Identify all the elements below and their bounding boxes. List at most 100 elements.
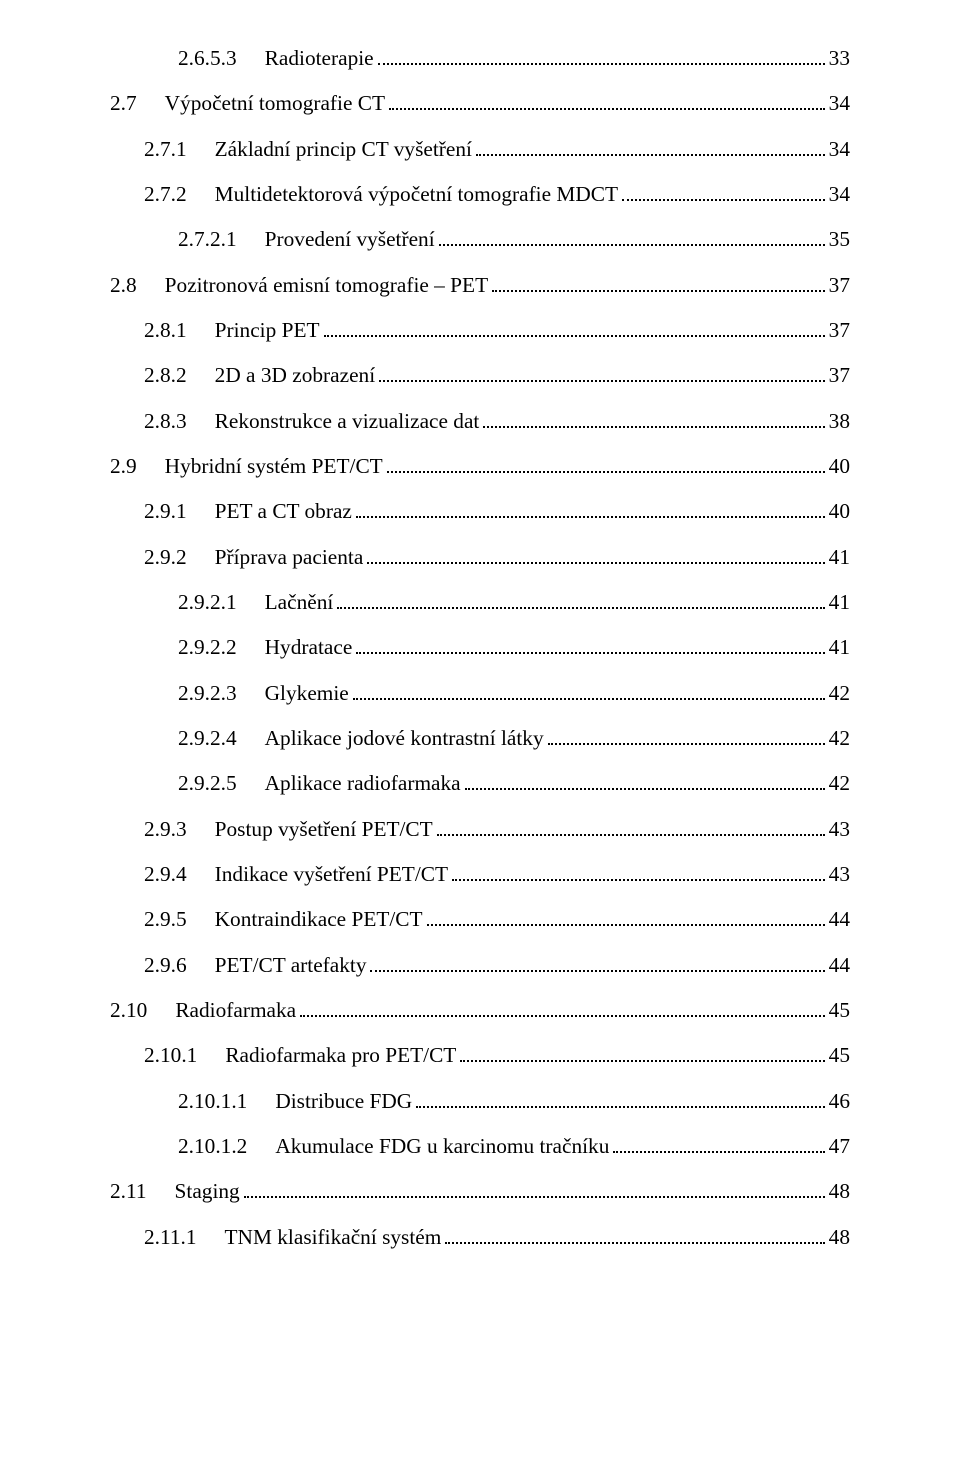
toc-entry-number: 2.7.2 [144, 184, 187, 205]
toc-entry-number: 2.11.1 [144, 1227, 197, 1248]
toc-entry-number: 2.10.1.2 [178, 1136, 247, 1157]
toc-entry-page: 34 [829, 93, 850, 114]
toc-entry-title: Radiofarmaka [175, 1000, 296, 1021]
toc-entry-number: 2.9.2.2 [178, 637, 237, 658]
toc-entry-page: 48 [829, 1227, 850, 1248]
toc-entry-number: 2.9.2 [144, 547, 187, 568]
toc-row: 2.11.1 TNM klasifikační systém 48 [110, 1227, 850, 1248]
toc-entry-number: 2.9 [110, 456, 137, 477]
toc-entry-number: 2.9.2.1 [178, 592, 237, 613]
toc-entry-number: 2.8.3 [144, 411, 187, 432]
toc-entry-title: Výpočetní tomografie CT [165, 93, 385, 114]
toc-entry-title: TNM klasifikační systém [225, 1227, 442, 1248]
toc-entry-page: 44 [829, 909, 850, 930]
toc-entry-page: 35 [829, 229, 850, 250]
toc-entry-page: 44 [829, 955, 850, 976]
toc-dot-leader [356, 505, 825, 519]
toc-dot-leader [460, 1049, 824, 1063]
toc-entry-page: 42 [829, 773, 850, 794]
toc-row: 2.8.1Princip PET37 [110, 320, 850, 341]
toc-entry-number: 2.8.2 [144, 365, 187, 386]
toc-row: 2.7.2 Multidetektorová výpočetní tomograf… [110, 184, 850, 205]
toc-entry-page: 42 [829, 728, 850, 749]
toc-entry-title: Postup vyšetření PET/CT [215, 819, 433, 840]
toc-dot-leader [445, 1230, 824, 1244]
toc-entry-page: 46 [829, 1091, 850, 1112]
toc-dot-leader [622, 187, 825, 201]
toc-entry-page: 45 [829, 1045, 850, 1066]
toc-entry-page: 43 [829, 864, 850, 885]
toc-row: 2.8.22D a 3D zobrazení37 [110, 365, 850, 386]
toc-row: 2.9.2Příprava pacienta41 [110, 547, 850, 568]
toc-dot-leader [370, 958, 824, 972]
toc-entry-title: Radioterapie [265, 48, 374, 69]
toc-entry-page: 40 [829, 501, 850, 522]
toc-entry-page: 37 [829, 275, 850, 296]
toc-entry-number: 2.7 [110, 93, 137, 114]
toc-entry-number: 2.9.2.5 [178, 773, 237, 794]
toc-dot-leader [416, 1094, 825, 1108]
toc-dot-leader [300, 1003, 825, 1017]
toc-entry-number: 2.8 [110, 275, 137, 296]
toc-entry-page: 47 [829, 1136, 850, 1157]
toc-entry-number: 2.10.1 [144, 1045, 197, 1066]
toc-entry-title: Provedení vyšetření [265, 229, 435, 250]
toc-entry-title: Staging [175, 1181, 240, 1202]
toc-row: 2.9.1 PET a CT obraz 40 [110, 501, 850, 522]
toc-entry-title: Hydratace [265, 637, 353, 658]
toc-row: 2.10.1 Radiofarmaka pro PET/CT 45 [110, 1045, 850, 1066]
toc-entry-title: Aplikace jodové kontrastní látky [265, 728, 544, 749]
toc-entry-title: Lačnění [265, 592, 334, 613]
toc-row: 2.9.2.1 Lačnění 41 [110, 592, 850, 613]
toc-row: 2.11Staging48 [110, 1181, 850, 1202]
toc-entry-page: 33 [829, 48, 850, 69]
toc-row: 2.10Radiofarmaka45 [110, 1000, 850, 1021]
toc-entry-title: Distribuce FDG [275, 1091, 412, 1112]
toc-dot-leader [389, 97, 825, 111]
toc-dot-leader [324, 323, 825, 337]
toc-entry-title: Aplikace radiofarmaka [265, 773, 461, 794]
toc-row: 2.8Pozitronová emisní tomografie – PET37 [110, 275, 850, 296]
toc-entry-page: 34 [829, 139, 850, 160]
toc-entry-page: 41 [829, 592, 850, 613]
toc-dot-leader [476, 142, 825, 156]
toc-dot-leader [387, 459, 825, 473]
toc-entry-page: 40 [829, 456, 850, 477]
toc-entry-number: 2.9.3 [144, 819, 187, 840]
toc-dot-leader [356, 641, 824, 655]
toc-dot-leader [353, 686, 825, 700]
toc-entry-number: 2.10 [110, 1000, 147, 1021]
toc-row: 2.7.2.1Provedení vyšetření35 [110, 229, 850, 250]
toc-entry-page: 37 [829, 320, 850, 341]
toc-entry-page: 43 [829, 819, 850, 840]
toc-entry-title: Hybridní systém PET/CT [165, 456, 383, 477]
toc-row: 2.9.4Indikace vyšetření PET/CT43 [110, 864, 850, 885]
toc-entry-number: 2.9.2.4 [178, 728, 237, 749]
toc-entry-number: 2.6.5.3 [178, 48, 237, 69]
toc-row: 2.7.1Základní princip CT vyšetření34 [110, 139, 850, 160]
toc-row: 2.9.2.5 Aplikace radiofarmaka 42 [110, 773, 850, 794]
toc-row: 2.9.6PET/CT artefakty44 [110, 955, 850, 976]
toc-entry-title: Radiofarmaka pro PET/CT [225, 1045, 456, 1066]
toc-entry-title: PET a CT obraz [215, 501, 352, 522]
toc-entry-page: 41 [829, 637, 850, 658]
toc-dot-leader [452, 867, 825, 881]
toc-entry-page: 48 [829, 1181, 850, 1202]
toc-row: 2.9.2.2 Hydratace 41 [110, 637, 850, 658]
toc-dot-leader [367, 550, 824, 564]
toc-entry-title: Multidetektorová výpočetní tomografie MD… [215, 184, 618, 205]
toc-row: 2.10.1.2 Akumulace FDG u karcinomu trační… [110, 1136, 850, 1157]
toc-entry-title: Akumulace FDG u karcinomu tračníku [275, 1136, 609, 1157]
toc-dot-leader [483, 414, 824, 428]
toc-entry-number: 2.9.5 [144, 909, 187, 930]
toc-page: 2.6.5.3 Radioterapie 33 2.7 Výpočetní tomogr… [0, 0, 960, 1475]
toc-entry-number: 2.9.2.3 [178, 683, 237, 704]
toc-row: 2.7 Výpočetní tomografie CT 34 [110, 93, 850, 114]
toc-entry-number: 2.10.1.1 [178, 1091, 247, 1112]
toc-row: 2.9.2.3Glykemie42 [110, 683, 850, 704]
toc-row: 2.9.5Kontraindikace PET/CT44 [110, 909, 850, 930]
toc-entry-number: 2.9.1 [144, 501, 187, 522]
toc-entry-title: PET/CT artefakty [215, 955, 367, 976]
toc-dot-leader [492, 278, 825, 292]
toc-entry-number: 2.9.4 [144, 864, 187, 885]
